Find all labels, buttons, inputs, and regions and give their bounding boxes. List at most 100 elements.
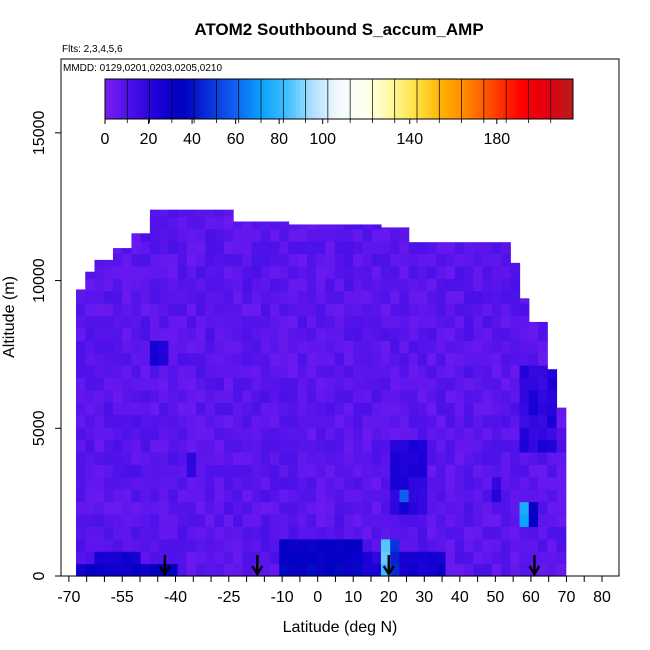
heatmap-cell (270, 365, 280, 379)
heatmap-cell (408, 315, 419, 329)
heatmap-cell (159, 209, 169, 217)
heatmap-cell (85, 290, 96, 304)
heatmap-cell (251, 451, 262, 465)
heatmap-cell (362, 240, 373, 254)
heatmap-cell (131, 265, 142, 279)
heatmap-cell (279, 563, 290, 577)
heatmap-cell (427, 315, 437, 329)
heatmap-cell (177, 290, 188, 304)
heatmap-cell (196, 526, 206, 540)
heatmap-cell (260, 240, 271, 254)
heatmap-cell (454, 365, 465, 379)
heatmap-cell (279, 228, 290, 242)
heatmap-cell (445, 489, 456, 503)
heatmap-cell (131, 526, 142, 540)
heatmap-cell (112, 551, 123, 565)
heatmap-cell (343, 513, 354, 527)
heatmap-cell (177, 228, 188, 242)
heatmap-cell (196, 414, 206, 428)
heatmap-cell (233, 476, 243, 490)
heatmap-cell (112, 489, 123, 503)
heatmap-cell (380, 352, 391, 366)
heatmap-cell (473, 538, 484, 552)
heatmap-cell (297, 253, 308, 267)
heatmap-cell (316, 526, 327, 540)
heatmap-cell (297, 526, 308, 540)
heatmap-cell (353, 253, 364, 267)
heatmap-cell (112, 340, 123, 354)
heatmap-cell (168, 216, 179, 230)
heatmap-cell (519, 464, 530, 478)
heatmap-cell (510, 377, 521, 391)
heatmap-cell (417, 340, 428, 354)
heatmap-cell (371, 290, 382, 304)
heatmap-cell (251, 513, 262, 527)
heatmap-cell (149, 209, 160, 217)
heatmap-cell (473, 476, 484, 490)
heatmap-cell (316, 563, 327, 577)
heatmap-cell (510, 290, 521, 304)
heatmap-cell (85, 526, 96, 540)
heatmap-cell (251, 538, 262, 552)
heatmap-cell (454, 526, 465, 540)
heatmap-cell (380, 551, 391, 565)
heatmap-cell (316, 352, 327, 366)
heatmap-cell (325, 476, 336, 490)
heatmap-cell (233, 377, 243, 391)
heatmap-cell (399, 563, 410, 577)
heatmap-cell (177, 439, 188, 453)
heatmap-cell (288, 464, 299, 478)
heatmap-cell (482, 427, 493, 441)
heatmap-cell (362, 439, 373, 453)
heatmap-cell (85, 489, 96, 503)
heatmap-cell (371, 303, 382, 317)
heatmap-cell (196, 340, 206, 354)
heatmap-cell (223, 253, 234, 267)
heatmap-cell (149, 340, 160, 354)
heatmap-cell (473, 427, 484, 441)
heatmap-cell (325, 402, 336, 416)
heatmap-cell (390, 265, 401, 279)
heatmap-cell (390, 315, 401, 329)
heatmap-cell (343, 439, 354, 453)
heatmap-cell (390, 377, 401, 391)
heatmap-cell (556, 489, 567, 503)
heatmap-cell (371, 253, 382, 267)
heatmap-cell (380, 303, 391, 317)
heatmap-cell (334, 389, 345, 403)
heatmap-cell (482, 414, 493, 428)
heatmap-cell (205, 563, 216, 577)
heatmap-cell (223, 240, 234, 254)
heatmap-cell (501, 563, 511, 577)
heatmap-cell (445, 526, 456, 540)
heatmap-cell (307, 224, 317, 230)
heatmap-cell (510, 513, 521, 527)
heatmap-cell (464, 476, 474, 490)
heatmap-cell (353, 315, 364, 329)
heatmap-cell (538, 377, 548, 391)
heatmap-cell (94, 352, 105, 366)
heatmap-cell (186, 427, 197, 441)
heatmap-cell (454, 489, 465, 503)
heatmap-cell (538, 402, 548, 416)
heatmap-cell (177, 377, 188, 391)
heatmap-cell (297, 303, 308, 317)
heatmap-cell (390, 402, 401, 416)
heatmap-cell (390, 414, 401, 428)
heatmap-cell (288, 240, 299, 254)
heatmap-cell (316, 303, 327, 317)
heatmap-cell (454, 327, 465, 341)
heatmap-cell (112, 476, 123, 490)
heatmap-cell (510, 315, 521, 329)
heatmap-cell (242, 303, 253, 317)
heatmap-cell (482, 315, 493, 329)
heatmap-cell (390, 489, 401, 503)
heatmap-cell (205, 427, 216, 441)
heatmap-cell (547, 402, 558, 416)
heatmap-cell (94, 265, 105, 279)
heatmap-cell (454, 451, 465, 465)
heatmap-cell (491, 352, 502, 366)
heatmap-cell (501, 365, 511, 379)
y-tick-label: 15000 (31, 111, 48, 156)
heatmap-cell (94, 290, 105, 304)
